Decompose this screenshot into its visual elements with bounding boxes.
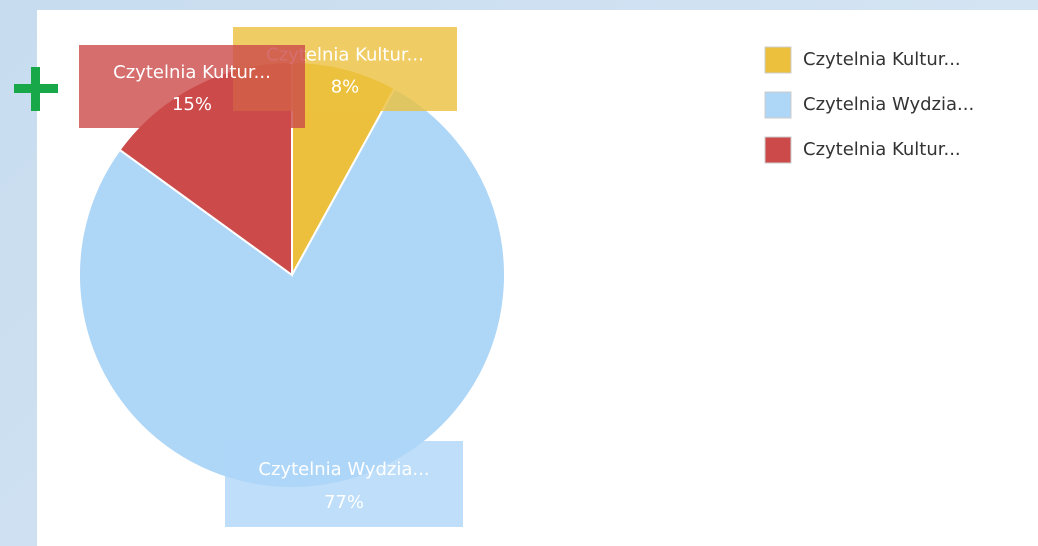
- data-label-name: Czytelnia Kultur...: [266, 45, 424, 66]
- legend-label: Czytelnia Kultur...: [803, 139, 961, 160]
- data-label-box: [225, 441, 463, 527]
- plus-v[interactable]: [31, 67, 40, 111]
- legend-label: Czytelnia Kultur...: [803, 49, 961, 70]
- data-label-name: Czytelnia Kultur...: [113, 62, 271, 83]
- data-label-value: 8%: [331, 76, 360, 97]
- data-label-value: 15%: [172, 94, 212, 115]
- legend-swatch: [764, 46, 792, 74]
- legend-swatch: [764, 91, 792, 119]
- data-label-value: 77%: [324, 492, 364, 513]
- data-label-name: Czytelnia Wydzia...: [258, 459, 429, 480]
- legend-label: Czytelnia Wydzia...: [803, 94, 974, 115]
- legend-swatch: [764, 136, 792, 164]
- data-label-box: [79, 45, 305, 128]
- add-icon[interactable]: [14, 67, 58, 111]
